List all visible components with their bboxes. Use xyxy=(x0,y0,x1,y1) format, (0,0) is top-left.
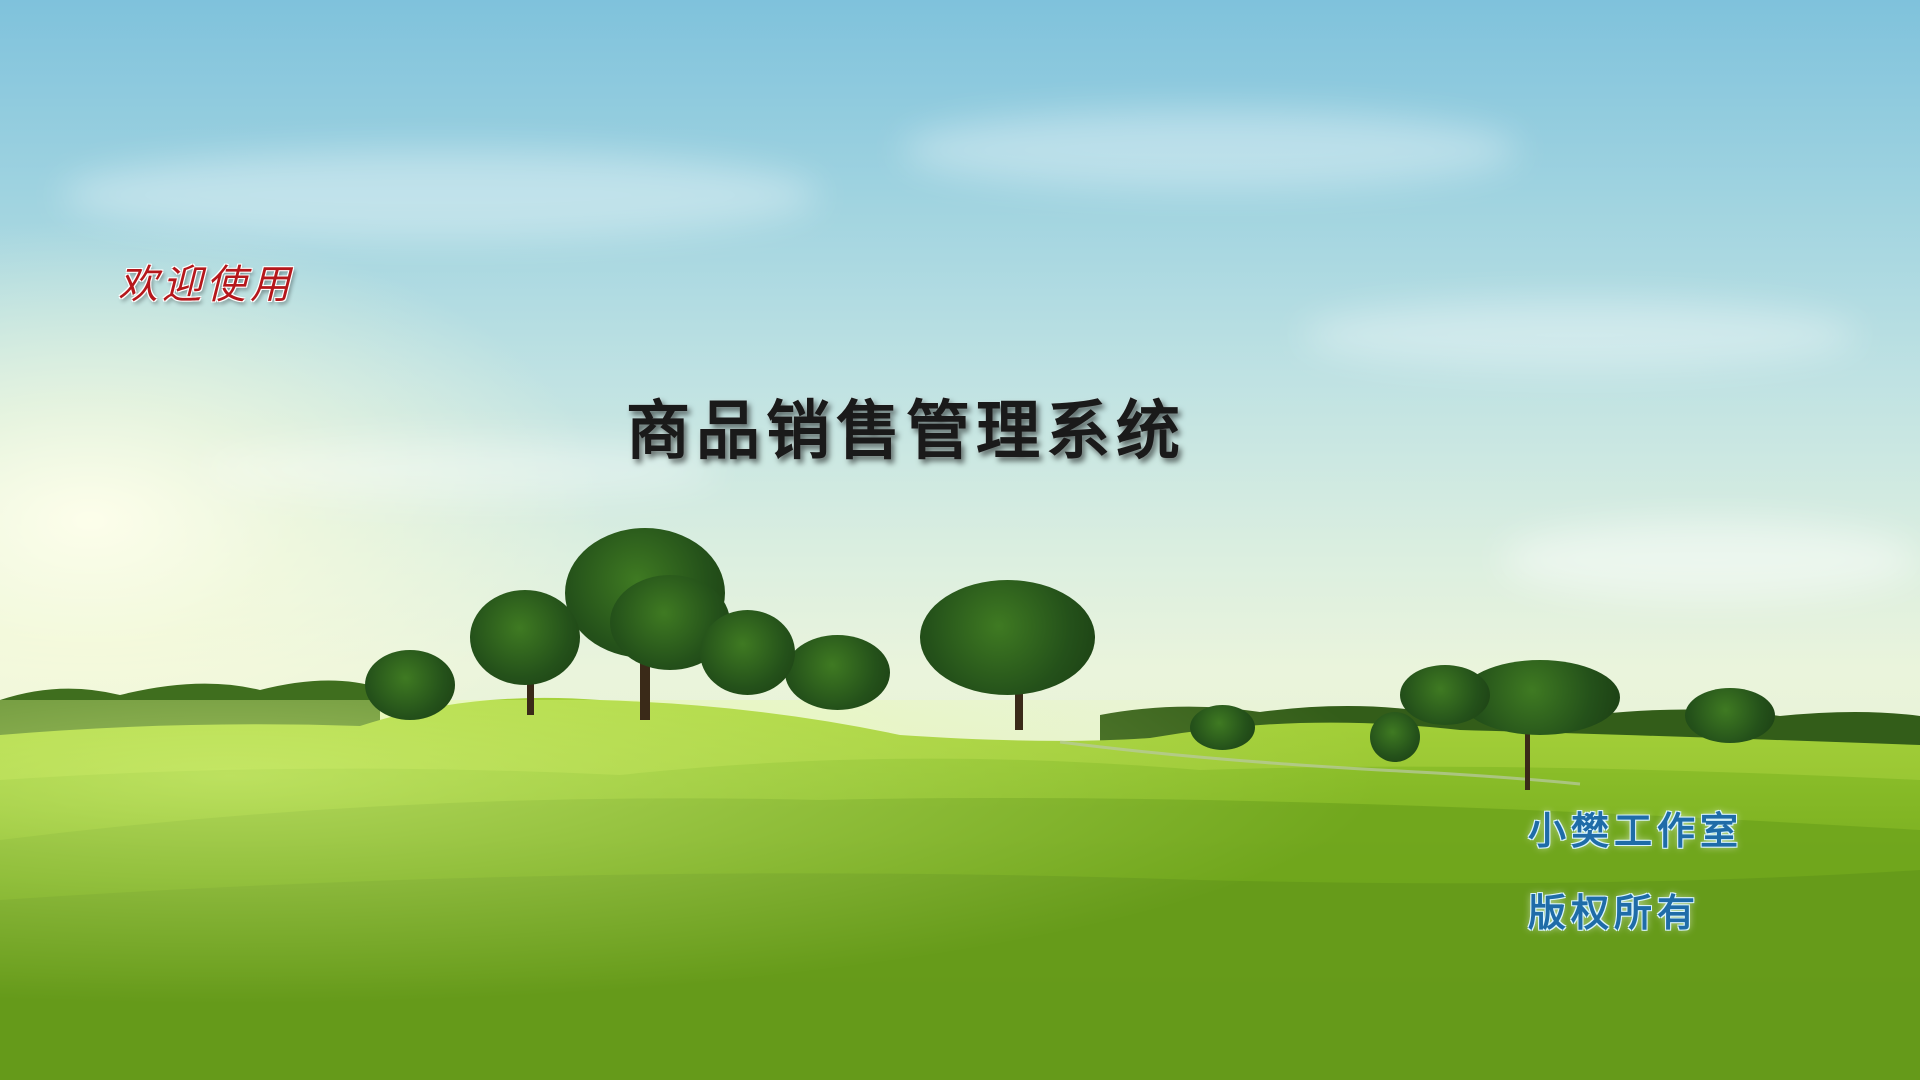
welcome-text: 欢迎使用 xyxy=(118,262,294,308)
cloud xyxy=(1300,300,1860,370)
tree xyxy=(1190,705,1255,750)
tree xyxy=(700,610,795,695)
tree-trunk xyxy=(640,620,650,720)
copyright-text: 版权所有 xyxy=(1528,890,1701,935)
cloud xyxy=(1500,520,1920,600)
cloud xyxy=(900,110,1520,190)
tree xyxy=(470,590,580,685)
app-title: 商品销售管理系统 xyxy=(626,394,1186,469)
studio-name: 小樊工作室 xyxy=(1528,808,1744,853)
cloud xyxy=(60,150,820,240)
tree xyxy=(1685,688,1775,743)
tree xyxy=(920,580,1095,695)
tree xyxy=(785,635,890,710)
tree xyxy=(1400,665,1490,725)
cloud xyxy=(200,440,720,500)
tree-trunk xyxy=(1525,700,1530,790)
tree xyxy=(365,650,455,720)
tree xyxy=(1370,712,1420,762)
